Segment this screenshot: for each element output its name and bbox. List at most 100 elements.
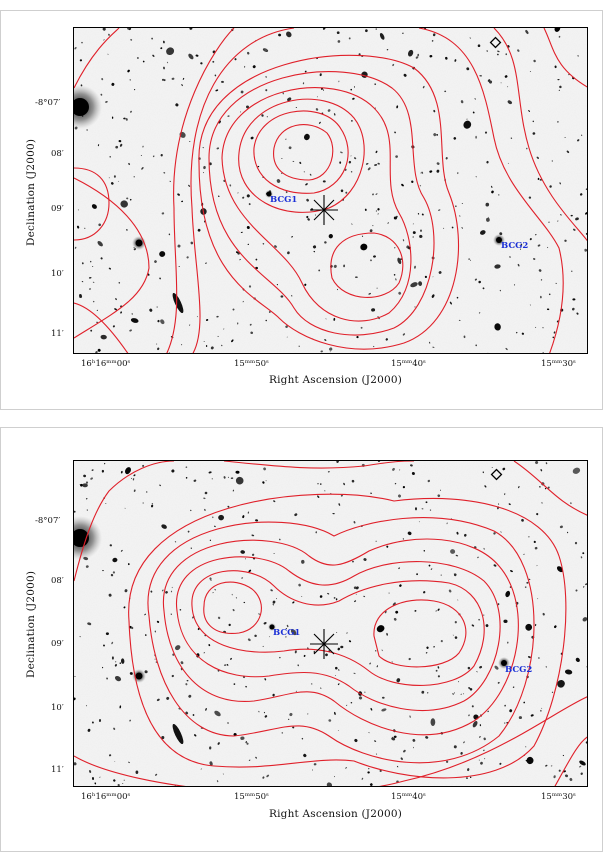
galaxy-speck (452, 692, 454, 695)
galaxy-speck (329, 351, 331, 353)
galaxy-speck (119, 705, 122, 709)
galaxy-speck (396, 678, 401, 683)
galaxy-speck (111, 641, 114, 645)
galaxy-speck (572, 298, 576, 301)
galaxy-speck (307, 218, 310, 221)
galaxy-speck (459, 215, 461, 217)
galaxy-speck (500, 531, 502, 533)
galaxy-speck (472, 111, 475, 114)
galaxy-speck (99, 776, 101, 778)
galaxy-speck (282, 92, 284, 95)
galaxy-speck (500, 82, 502, 84)
galaxy-speck (91, 721, 94, 724)
galaxy-speck (94, 782, 97, 785)
galaxy-speck (505, 347, 508, 351)
galaxy-speck (185, 683, 188, 686)
galaxy-speck (81, 262, 84, 265)
galaxy-speck (410, 464, 413, 467)
galaxy-speck (186, 256, 189, 259)
galaxy-speck (109, 544, 112, 547)
x-axis-title-bottom: Right Ascension (J2000) (269, 808, 403, 820)
galaxy-speck (567, 531, 569, 534)
galaxy-speck (367, 167, 371, 171)
galaxy-speck (161, 736, 165, 740)
galaxy-speck (272, 693, 275, 697)
galaxy-speck (246, 226, 250, 229)
galaxy-speck (395, 610, 399, 614)
galaxy-speck (166, 61, 169, 64)
galaxy-speck (466, 67, 470, 71)
galaxy-speck (587, 625, 588, 628)
galaxy-speck (455, 554, 459, 557)
galaxy-speck (324, 241, 327, 244)
galaxy-speck (524, 586, 527, 589)
galaxy-speck (124, 507, 126, 509)
galaxy-speck (513, 246, 515, 248)
galaxy-speck (98, 223, 102, 227)
galaxy-speck (534, 623, 537, 627)
galaxy-speck (478, 618, 480, 621)
galaxy-speck (503, 619, 508, 624)
galaxy-speck (394, 131, 397, 134)
galaxy-speck (539, 485, 541, 488)
galaxy-speck (451, 226, 454, 229)
galaxy-speck (276, 598, 277, 600)
galaxy-speck (212, 592, 214, 594)
galaxy-speck (402, 485, 406, 489)
galaxy-speck (175, 103, 179, 107)
galaxy-speck (123, 779, 125, 781)
x-tick-bottom: 15ᵐᵐ30ˢ (541, 792, 576, 802)
galaxy-speck (352, 97, 355, 100)
galaxy-speck (161, 524, 167, 529)
galaxy-speck (499, 289, 501, 292)
galaxy-speck (479, 736, 481, 738)
galaxy-speck (388, 592, 390, 594)
galaxy-speck (381, 696, 385, 699)
galaxy-speck (304, 70, 307, 73)
galaxy-speck (336, 31, 340, 35)
galaxy-speck (103, 39, 105, 41)
galaxy-speck (487, 216, 489, 218)
galaxy-speck (487, 710, 490, 713)
galaxy-speck (455, 205, 457, 207)
galaxy-speck (477, 44, 481, 48)
galaxy-speck (126, 229, 128, 231)
galaxy-speck (179, 608, 182, 611)
galaxy-speck (149, 308, 153, 312)
galaxy-speck (402, 333, 406, 336)
galaxy-speck (130, 110, 132, 113)
galaxy-speck (343, 482, 346, 486)
galaxy-speck (350, 155, 352, 157)
galaxy-speck (246, 105, 249, 109)
galaxy-speck (420, 172, 422, 174)
galaxy-speck (550, 765, 553, 767)
galaxy-speck (144, 613, 146, 616)
galaxy-speck (437, 666, 440, 669)
galaxy-speck (529, 304, 531, 306)
galaxy-speck (498, 194, 500, 196)
galaxy-speck (526, 581, 529, 584)
galaxy-speck (294, 650, 297, 654)
galaxy-speck (367, 771, 370, 774)
y-tick-top: 11′ (51, 329, 64, 339)
galaxy-speck (240, 231, 243, 234)
galaxy-speck (235, 251, 239, 254)
galaxy-speck (200, 768, 202, 770)
galaxy-speck (132, 478, 135, 481)
galaxy-speck (371, 308, 376, 312)
galaxy-speck (585, 583, 587, 586)
galaxy-speck (287, 97, 292, 102)
galaxy-speck (548, 221, 550, 223)
galaxy-speck (509, 256, 511, 258)
galaxy-speck (131, 313, 133, 315)
galaxy-speck (532, 132, 536, 135)
galaxy-speck (419, 185, 422, 187)
galaxy-speck (346, 704, 348, 706)
galaxy-speck (240, 550, 245, 554)
galaxy-speck (180, 661, 184, 665)
galaxy-speck (230, 477, 234, 479)
galaxy-speck (156, 343, 158, 345)
galaxy-speck (415, 56, 419, 59)
galaxy-speck (262, 243, 265, 245)
galaxy-speck (325, 318, 327, 320)
